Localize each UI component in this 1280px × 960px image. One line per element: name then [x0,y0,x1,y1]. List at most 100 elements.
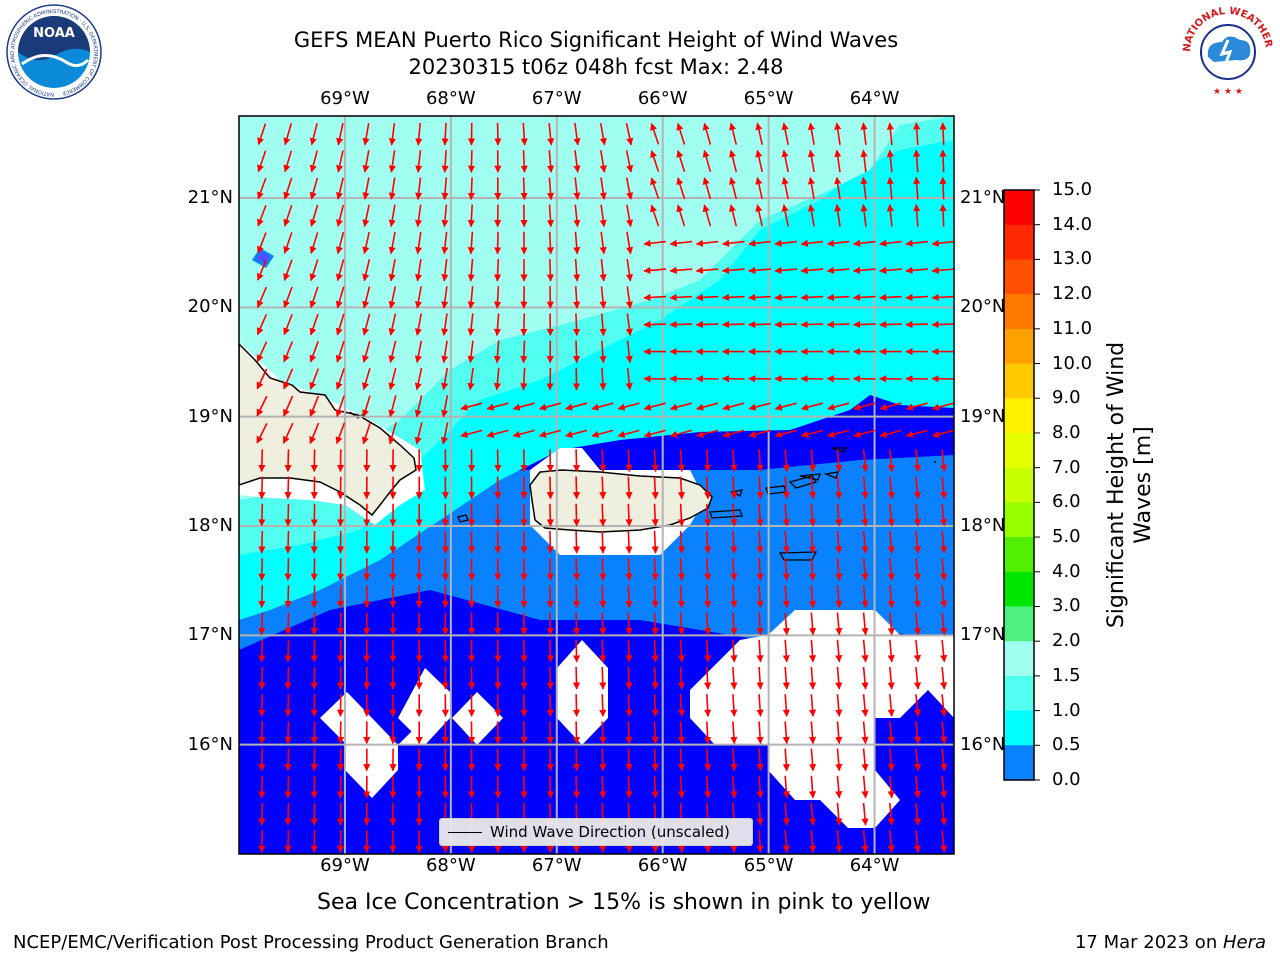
wave-direction-arrow [546,258,554,282]
colorbar-segment [1004,502,1034,538]
wave-direction-arrow [643,239,666,247]
wave-direction-arrow [258,585,266,609]
wave-direction-arrow [861,830,869,853]
wave-direction-arrow [702,122,712,145]
wave-direction-arrow [258,694,266,717]
wave-direction-arrow [414,286,422,309]
colorbar-tick-label: 3.0 [1052,595,1081,617]
wave-direction-arrow [677,775,686,799]
wave-direction-arrow [441,259,449,282]
wave-direction-arrow [414,258,423,282]
wave-direction-arrow [494,231,502,255]
wave-direction-arrow [414,422,423,445]
wave-direction-arrow [835,694,843,717]
wave-direction-arrow [258,639,266,663]
wave-direction-arrow [284,449,292,473]
wave-direction-arrow [748,402,771,411]
wave-direction-arrow [861,530,869,554]
wave-direction-arrow [546,612,554,636]
wave-direction-arrow [677,612,686,636]
wave-direction-arrow [887,449,895,473]
wave-direction-arrow [722,429,745,438]
wave-direction-arrow [861,802,869,826]
wave-direction-arrow [774,293,798,302]
wave-direction-arrow [835,585,843,609]
wave-direction-arrow [258,830,266,853]
lon-label-top: 64°W [849,88,900,109]
wave-direction-arrow [782,721,790,745]
wave-direction-arrow [852,293,876,302]
wave-direction-arrow [774,266,798,274]
wave-direction-arrow [931,429,954,438]
colorbar-segment [1004,190,1034,226]
lon-label-bottom: 66°W [637,855,688,876]
wave-direction-arrow [520,177,528,201]
wave-direction-arrow [835,530,843,554]
wave-direction-arrow [309,177,319,200]
lat-label-left: 21°N [187,187,233,208]
wave-direction-arrow [572,585,581,609]
wave-direction-arrow [257,150,267,173]
colorbar-tick-label: 4.0 [1052,560,1081,582]
wave-direction-arrow [520,150,528,173]
wave-direction-arrow [572,666,581,690]
wave-direction-arrow [861,694,869,717]
lat-lon-grid [239,116,954,854]
wave-direction-arrow [913,122,921,146]
lat-label-right: 20°N [960,296,1006,318]
wave-direction-arrow [599,177,607,201]
wave-direction-arrow [755,204,763,227]
wave-direction-arrow [748,429,771,438]
wave-direction-arrow [467,258,475,282]
wave-direction-arrow [441,177,449,201]
wave-direction-arrow [362,313,371,336]
sea-ice-caption: Sea Ice Concentration > 15% is shown in … [317,890,931,915]
wave-direction-arrow [676,150,686,172]
wave-direction-arrow [599,231,607,255]
wave-direction-arrow [546,721,554,745]
wave-direction-arrow [782,585,790,609]
wave-direction-arrow [283,123,293,146]
wave-direction-arrow [728,177,738,200]
lon-label-bottom: 69°W [320,855,370,876]
wave-direction-arrow [256,341,268,363]
nws-logo: NATIONAL WEATHER SERVICE ★ ★ ★ [1178,2,1274,97]
wave-direction-arrow [782,558,790,581]
wave-direction-arrow [704,449,712,473]
wave-direction-arrow [913,803,922,826]
wave-direction-arrow [931,266,954,274]
wave-direction-arrow [696,429,719,438]
wave-direction-arrow [782,612,790,636]
wave-direction-arrow [913,721,922,745]
wave-direction-arrow [546,775,554,799]
wave-direction-arrow [756,721,764,745]
wave-direction-arrow [335,368,345,390]
wave-direction-arrow [835,748,843,772]
colorbar-tick-label: 15.0 [1052,179,1093,200]
wave-direction-arrow [886,149,894,173]
colorbar-tick-label: 5.0 [1052,526,1081,548]
wave-direction-arrow [728,149,738,173]
wave-direction-arrow [336,123,344,146]
wave-direction-arrow [546,585,554,609]
wave-direction-arrow [861,558,869,581]
wave-direction-arrow [547,123,555,146]
colorbar-frame [1003,189,1035,781]
wave-direction-arrow [940,639,948,663]
wave-direction-arrow [258,449,266,473]
wave-direction-arrow [415,177,423,201]
wave-direction-arrow [835,503,843,527]
wave-direction-arrow [573,286,581,309]
wave-direction-arrow [258,748,266,772]
wave-direction-arrow [591,429,614,438]
wave-direction-arrow [493,286,502,309]
wave-direction-arrow [335,395,345,418]
wave-direction-arrow [651,721,659,745]
wave-direction-arrow [258,721,266,745]
wave-direction-arrow [677,721,686,745]
wave-direction-arrow [617,402,640,411]
wave-direction-arrow [388,286,397,309]
wave-direction-arrow [913,748,922,772]
